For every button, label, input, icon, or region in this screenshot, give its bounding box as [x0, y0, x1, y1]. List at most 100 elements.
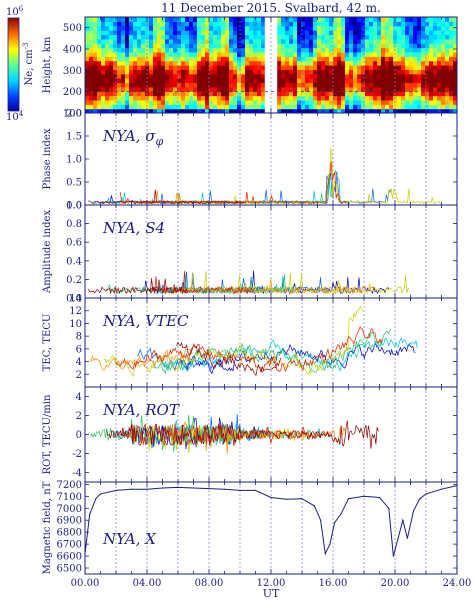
- heatmap-cell: [293, 78, 298, 84]
- heatmap-cell: [277, 30, 282, 36]
- heatmap-cell: [329, 108, 334, 113]
- heatmap-cell: [281, 69, 286, 75]
- heatmap-cell: [329, 21, 334, 27]
- heatmap-cell: [325, 65, 330, 70]
- heatmap-cell: [213, 86, 218, 92]
- heatmap-cell: [261, 25, 266, 31]
- heatmap-cell: [177, 38, 182, 44]
- heatmap-cell: [297, 60, 302, 66]
- heatmap-cell: [397, 47, 402, 53]
- heatmap-cell: [357, 47, 362, 53]
- heatmap-cell: [113, 95, 118, 101]
- panel-annotation: NYA, X: [102, 530, 157, 548]
- heatmap-cell: [313, 91, 318, 97]
- heatmap-cell: [429, 17, 434, 22]
- heatmap-cell: [97, 30, 102, 36]
- heatmap-cell: [165, 78, 170, 84]
- heatmap-cell: [121, 95, 126, 101]
- heatmap-cell: [161, 86, 166, 92]
- heatmap-cell: [97, 25, 102, 31]
- heatmap-cell: [393, 21, 398, 27]
- heatmap-cell: [165, 17, 170, 22]
- heatmap-cell: [373, 104, 378, 110]
- heatmap-cell: [317, 38, 322, 44]
- heatmap-cell: [237, 43, 242, 49]
- heatmap-cell: [433, 99, 438, 105]
- heatmap-cell: [213, 95, 218, 101]
- heatmap-cell: [441, 91, 446, 97]
- heatmap-cell: [373, 82, 378, 88]
- heatmap-cell: [313, 104, 318, 110]
- heatmap-cell: [385, 43, 390, 49]
- heatmap-cell: [453, 30, 457, 36]
- x-axis-label: UT: [263, 587, 280, 600]
- heatmap-cell: [201, 51, 206, 57]
- heatmap-cell: [353, 73, 358, 79]
- heatmap-cell: [433, 17, 438, 22]
- heatmap-cell: [105, 56, 110, 62]
- heatmap-cell: [205, 78, 210, 84]
- heatmap-cell: [377, 82, 382, 88]
- heatmap-cell: [97, 95, 102, 101]
- heatmap-cell: [449, 60, 454, 66]
- heatmap-cell: [333, 95, 338, 101]
- heatmap-cell: [261, 47, 266, 53]
- heatmap-cell: [221, 69, 226, 75]
- x-tick-label: 20.00: [381, 578, 410, 589]
- heatmap-cell: [169, 91, 174, 97]
- heatmap-cell: [105, 43, 110, 49]
- heatmap-cell: [429, 69, 434, 75]
- heatmap-cell: [417, 60, 422, 66]
- heatmap-cell: [181, 99, 186, 105]
- heatmap-cell: [349, 21, 354, 27]
- heatmap-cell: [313, 21, 318, 27]
- heatmap-cell: [425, 51, 430, 57]
- heatmap-cell: [157, 17, 162, 22]
- heatmap-cell: [229, 95, 234, 101]
- annotation-main: NYA, VTEC: [102, 312, 189, 330]
- heatmap-cell: [429, 43, 434, 49]
- heatmap-cell: [137, 38, 142, 44]
- heatmap-cell: [153, 25, 158, 31]
- y-tick-label: 6700: [57, 540, 82, 551]
- heatmap-cell: [165, 30, 170, 36]
- heatmap-cell: [149, 17, 154, 22]
- y-tick-label: 300: [63, 66, 82, 77]
- heatmap-cell: [445, 25, 450, 31]
- heatmap-cell: [177, 51, 182, 57]
- heatmap-cell: [173, 56, 178, 62]
- heatmap-cell: [413, 99, 418, 105]
- heatmap-cell: [277, 47, 282, 53]
- heatmap-cell: [229, 17, 234, 22]
- heatmap-cell: [157, 56, 162, 62]
- heatmap-cell: [285, 73, 290, 79]
- heatmap-cell: [105, 78, 110, 84]
- series-trace: [169, 169, 351, 205]
- heatmap-cell: [365, 82, 370, 88]
- heatmap-cell: [257, 56, 262, 62]
- heatmap-cell: [317, 104, 322, 110]
- heatmap-cell: [181, 17, 186, 22]
- heatmap-cell: [341, 38, 346, 44]
- heatmap-cell: [209, 30, 214, 36]
- heatmap-cell: [165, 38, 170, 44]
- heatmap-cell: [293, 104, 298, 110]
- heatmap-cell: [405, 43, 410, 49]
- heatmap-cell: [237, 56, 242, 62]
- heatmap-cell: [385, 30, 390, 36]
- heatmap-cell: [317, 99, 322, 105]
- heatmap-cell: [333, 30, 338, 36]
- heatmap-cell: [293, 51, 298, 57]
- heatmap-cell: [433, 21, 438, 27]
- heatmap-cell: [165, 73, 170, 79]
- heatmap-cell: [333, 104, 338, 110]
- heatmap-cell: [337, 95, 342, 101]
- heatmap-cell: [337, 21, 342, 27]
- heatmap-cell: [301, 30, 306, 36]
- heatmap-cell: [417, 91, 422, 97]
- heatmap-cell: [253, 99, 258, 105]
- heatmap-cell: [93, 51, 98, 57]
- heatmap-cell: [389, 30, 394, 36]
- heatmap-cell: [129, 60, 134, 66]
- heatmap-cell: [373, 95, 378, 101]
